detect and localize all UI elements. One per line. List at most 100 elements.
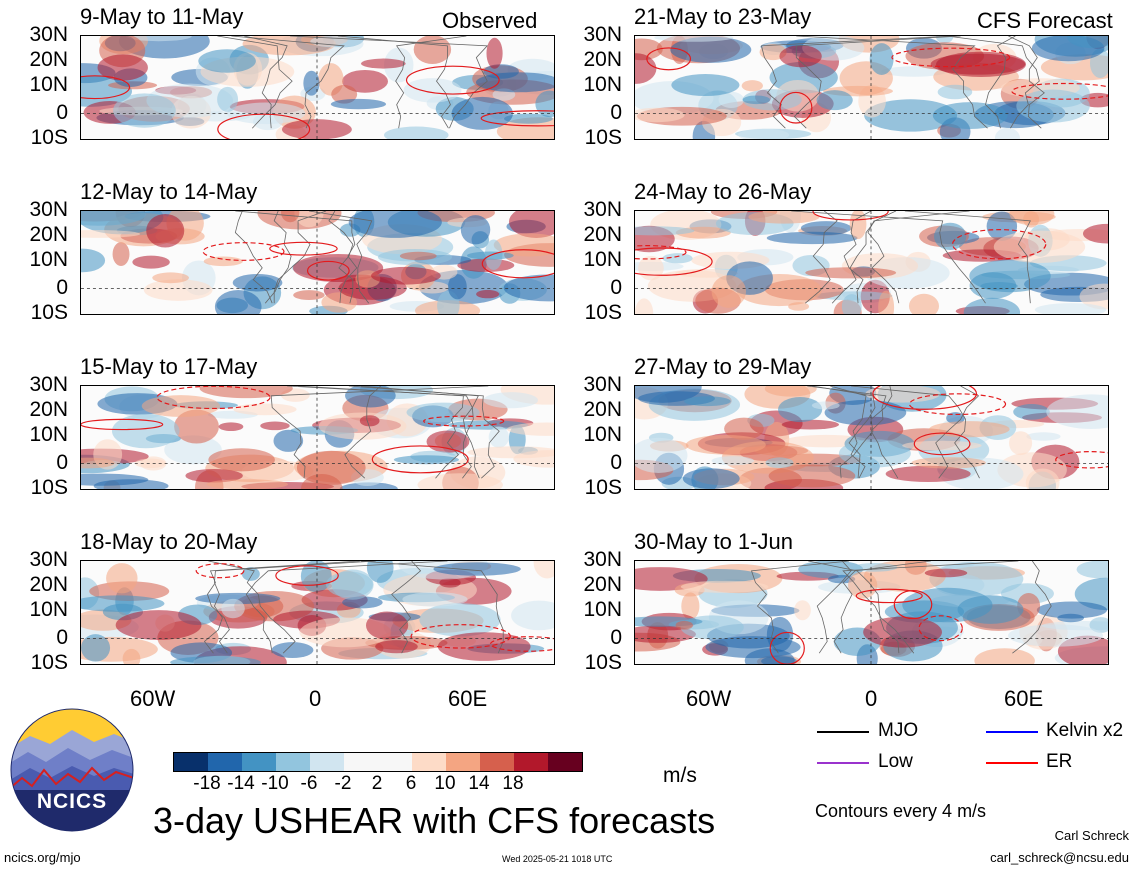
panel-map-graphic <box>81 561 554 664</box>
coastline <box>217 36 293 129</box>
shear-anomaly-blob <box>841 294 862 314</box>
shear-anomaly-blob <box>635 107 685 123</box>
panel-title-4: 24-May to 26-May <box>634 179 812 204</box>
shear-anomaly-blob <box>81 211 164 235</box>
y-tick-label: 20N <box>583 223 622 246</box>
coastline <box>833 561 931 654</box>
shear-anomaly-blob <box>711 275 747 308</box>
map-panel-8 <box>634 560 1109 665</box>
coastline <box>807 386 899 479</box>
shear-anomaly-blob <box>800 221 852 236</box>
er-contour <box>81 418 164 431</box>
shear-anomaly-blob <box>930 53 1026 75</box>
y-tick-label: 20N <box>29 573 68 596</box>
shear-anomaly-blob <box>908 293 940 314</box>
shear-anomaly-blob <box>741 80 763 92</box>
shear-anomaly-blob <box>1034 303 1107 314</box>
shear-anomaly-blob <box>902 440 982 451</box>
colorbar-label: 10 <box>434 773 456 794</box>
panel-label-forecast: CFS Forecast <box>977 8 1113 33</box>
y-tick-label: 0 <box>610 101 622 124</box>
shear-anomaly-blob <box>849 211 867 240</box>
shear-anomaly-blob <box>684 396 731 407</box>
shear-anomaly-blob <box>203 256 243 267</box>
y-tick-label: 30N <box>583 198 622 221</box>
er-contour <box>635 247 713 276</box>
colorbar-swatch <box>344 753 378 771</box>
shear-anomaly-blob <box>115 610 202 640</box>
shear-anomaly-blob <box>303 70 320 96</box>
shear-anomaly-blob <box>419 602 501 637</box>
legend-er: ER <box>1046 751 1073 772</box>
shear-anomaly-blob <box>393 455 460 465</box>
panel-title-6: 27-May to 29-May <box>634 354 812 379</box>
shear-anomaly-blob <box>675 620 693 630</box>
shear-anomaly-blob <box>994 127 1020 139</box>
y-tick-label: 10S <box>584 301 622 324</box>
colorbar-swatch <box>208 753 242 771</box>
shear-anomaly-blob <box>413 36 452 64</box>
coastline <box>360 386 479 479</box>
shear-anomaly-blob <box>448 274 467 300</box>
shear-anomaly-blob <box>1067 36 1108 49</box>
shear-anomaly-blob <box>402 592 468 607</box>
x-tick-60e-left: 60E <box>448 686 488 711</box>
coastline <box>235 211 358 304</box>
shear-anomaly-blob <box>122 648 141 664</box>
shear-anomaly-blob <box>781 419 839 430</box>
y-tick-label: 30N <box>29 373 68 396</box>
coastline <box>273 211 327 304</box>
shear-anomaly-blob <box>185 468 243 483</box>
coastline <box>207 561 360 654</box>
map-panel-2 <box>634 35 1109 140</box>
y-tick-label: 10S <box>30 126 68 149</box>
coastline <box>760 36 952 129</box>
colorbar-label: -6 <box>300 773 318 794</box>
footer-timestamp: Wed 2025-05-21 1018 UTC <box>502 854 613 864</box>
coastline <box>791 211 986 304</box>
er-contour <box>481 249 554 279</box>
y-tick-label: 30N <box>583 548 622 571</box>
er-contour <box>480 110 554 127</box>
er-contour <box>918 615 963 642</box>
shear-anomaly-blob <box>969 272 1017 299</box>
panel-map-graphic <box>635 561 1108 664</box>
coastline <box>839 386 893 479</box>
coastline <box>946 36 1040 129</box>
shear-anomaly-blob <box>935 36 954 44</box>
shear-anomaly-blob <box>439 577 461 588</box>
shear-anomaly-blob <box>503 274 554 302</box>
panel-map-graphic <box>81 36 554 139</box>
shear-anomaly-blob <box>748 211 820 224</box>
y-tick-label: 0 <box>56 101 68 124</box>
main-title: 3-day USHEAR with CFS forecasts <box>153 800 716 841</box>
map-panel-1 <box>80 35 555 140</box>
shear-anomaly-blob <box>533 561 554 579</box>
coastline <box>244 36 288 129</box>
logo-text: NCICS <box>36 790 108 813</box>
shear-anomaly-blob <box>1089 617 1108 633</box>
y-tick-label: 10N <box>29 248 68 271</box>
y-tick-label: 20N <box>29 48 68 71</box>
shear-anomaly-blob <box>685 435 766 455</box>
shear-anomaly-blob <box>737 128 790 139</box>
coastline <box>1012 561 1052 654</box>
shear-anomaly-blob <box>233 403 297 416</box>
legend-mjo: MJO <box>878 720 919 741</box>
shear-anomaly-blob <box>635 298 654 314</box>
coastline <box>935 386 980 479</box>
x-tick-60w-left: 60W <box>130 686 176 711</box>
shear-anomaly-blob <box>132 255 170 269</box>
colorbar-swatch <box>378 753 412 771</box>
mjo-line-swatch <box>817 731 869 733</box>
panel-title-3: 12-May to 14-May <box>80 179 258 204</box>
coastline <box>395 36 467 129</box>
colorbar-label: -14 <box>227 773 255 794</box>
shear-anomaly-blob <box>81 230 141 238</box>
coastline <box>816 561 852 654</box>
coastline <box>842 561 1019 654</box>
shear-anomaly-blob <box>507 422 554 436</box>
panel-title-5: 15-May to 17-May <box>80 354 258 379</box>
y-tick-label: 20N <box>29 223 68 246</box>
colorbar-swatch <box>446 753 480 771</box>
